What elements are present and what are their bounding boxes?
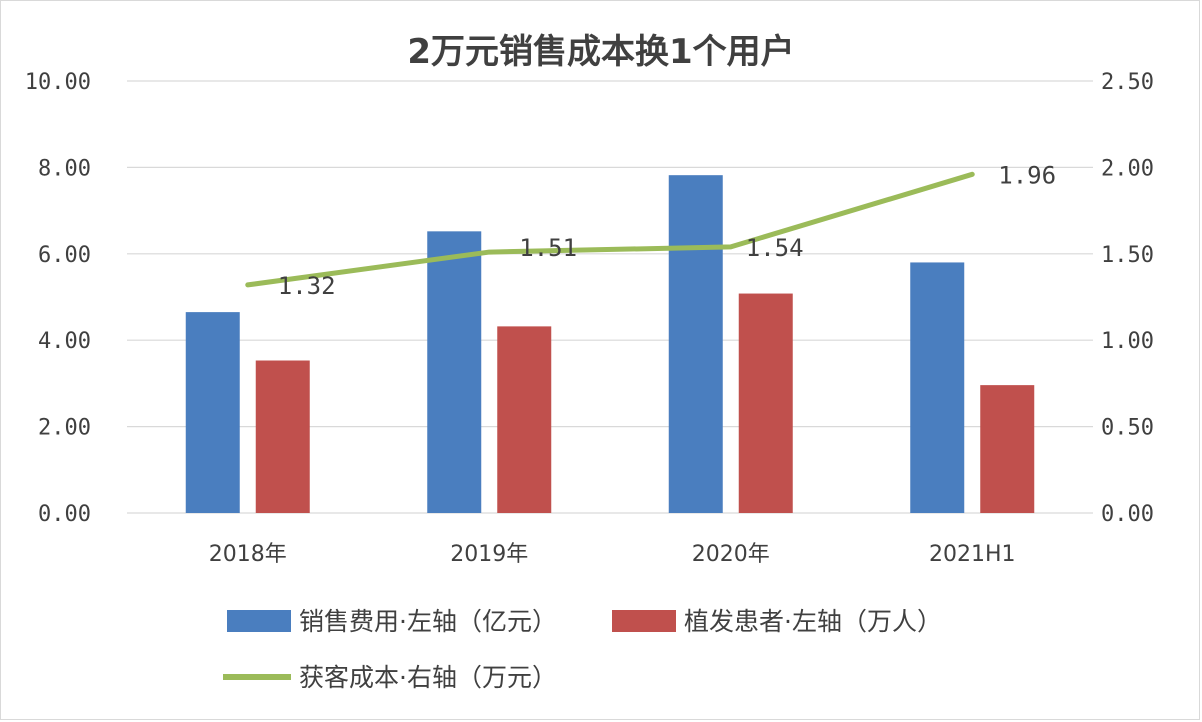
- line-series: 1.32 1.51 1.54 1.96: [245, 161, 1056, 300]
- category-label: 2021H1: [929, 542, 1016, 567]
- right-tick-label: 1.00: [1101, 329, 1154, 354]
- line-data-label: 1.51: [519, 234, 577, 262]
- legend: 销售费用·左轴（亿元） 植发患者·左轴（万人） 获客成本·右轴（万元）: [223, 607, 942, 692]
- legend-label-cost: 获客成本·右轴（万元）: [299, 663, 557, 692]
- bar-sales: [910, 262, 965, 513]
- legend-swatch-patients: [612, 610, 676, 632]
- bar-patients: [497, 326, 552, 513]
- bar-patients: [980, 385, 1035, 513]
- bar-sales: [427, 231, 482, 513]
- bar-patients: [255, 360, 310, 513]
- line-data-label: 1.96: [998, 161, 1056, 189]
- left-tick-label: 0.00: [38, 502, 91, 527]
- bar-group: [185, 175, 1035, 513]
- bar-patients: [738, 293, 793, 513]
- bar-sales: [185, 312, 240, 513]
- right-tick-label: 2.50: [1101, 70, 1154, 95]
- category-label: 2019年: [450, 542, 528, 567]
- category-label: 2020年: [692, 542, 770, 567]
- line-data-label: 1.32: [278, 272, 336, 300]
- category-labels: 2018年 2019年 2020年 2021H1: [209, 542, 1016, 567]
- cost-line: [245, 171, 975, 288]
- legend-label-sales: 销售费用·左轴（亿元）: [299, 607, 557, 636]
- legend-label-patients: 植发患者·左轴（万人）: [684, 607, 942, 636]
- left-axis-ticks: 0.00 2.00 4.00 6.00 8.00 10.00: [25, 70, 91, 527]
- right-axis-ticks: 0.00 0.50 1.00 1.50 2.00 2.50: [1101, 70, 1154, 527]
- legend-swatch-sales: [227, 610, 291, 632]
- left-tick-label: 10.00: [25, 70, 91, 95]
- right-tick-label: 0.00: [1101, 502, 1154, 527]
- right-tick-label: 1.50: [1101, 243, 1154, 268]
- left-tick-label: 8.00: [38, 156, 91, 181]
- category-label: 2018年: [209, 542, 287, 567]
- left-tick-label: 6.00: [38, 243, 91, 268]
- left-tick-label: 4.00: [38, 329, 91, 354]
- chart-title: 2万元销售成本换1个用户: [407, 32, 794, 72]
- right-tick-label: 0.50: [1101, 416, 1154, 441]
- right-tick-label: 2.00: [1101, 156, 1154, 181]
- line-data-label: 1.54: [746, 234, 804, 262]
- bar-sales: [668, 175, 723, 513]
- left-tick-label: 2.00: [38, 416, 91, 441]
